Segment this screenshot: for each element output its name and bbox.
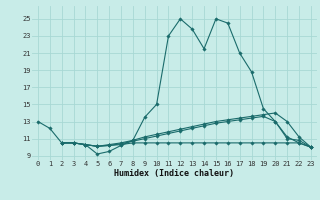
- X-axis label: Humidex (Indice chaleur): Humidex (Indice chaleur): [115, 169, 234, 178]
